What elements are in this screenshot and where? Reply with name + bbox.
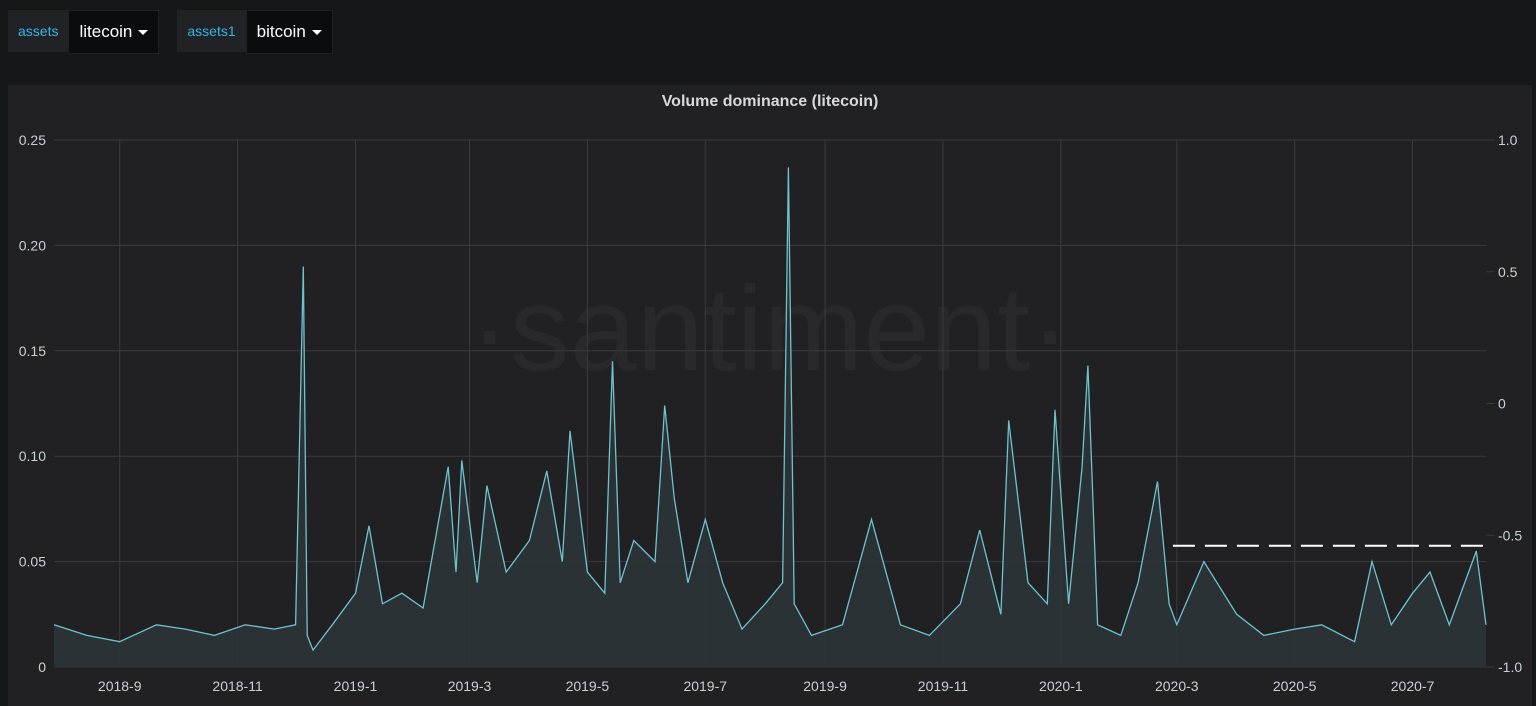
caret-down-icon	[311, 29, 322, 35]
y-tick-label: 0.25	[19, 132, 46, 148]
series-line	[53, 167, 1487, 652]
chart-svg: ·santiment· 0 0.05 0.10 0.15 0.20 0.25 -1.0 -0…	[19, 132, 1523, 694]
watermark-logo: ·santiment·	[470, 262, 1070, 396]
grid-lines	[54, 139, 1486, 668]
assets1-dropdown[interactable]: bitcoin	[245, 10, 333, 54]
y2-tick-label: 1.0	[1498, 132, 1518, 148]
assets-dropdown[interactable]: litecoin	[68, 10, 160, 54]
chart-panel: Volume dominance (litecoin) ·santiment· …	[8, 85, 1532, 706]
assets1-dropdown-value: bitcoin	[256, 22, 306, 41]
x-tick-label: 2018-11	[212, 678, 263, 694]
x-tick-label: 2020-1	[1039, 678, 1083, 694]
variable-label-assets1: assets1	[177, 10, 246, 52]
y-tick-label: 0	[38, 659, 46, 675]
y-tick-label: 0.05	[19, 554, 46, 570]
template-variables-bar: assets litecoin assets1 bitcoin	[8, 10, 333, 54]
x-tick-label: 2019-1	[334, 678, 378, 694]
x-tick-label: 2020-7	[1391, 678, 1435, 694]
x-tick-label: 2020-5	[1273, 678, 1317, 694]
y2-tick-label: -0.5	[1498, 527, 1522, 543]
y2-tick-label: -1.0	[1498, 659, 1522, 675]
x-tick-label: 2019-5	[566, 678, 610, 694]
x-tick-label: 2018-9	[98, 678, 142, 694]
series-area	[54, 167, 1486, 667]
variable-assets: assets litecoin	[8, 10, 160, 54]
x-tick-label: 2020-3	[1155, 678, 1199, 694]
x-tick-label: 2019-9	[803, 678, 847, 694]
x-tick-label: 2019-3	[448, 678, 492, 694]
y2-tick-label: 0.5	[1498, 264, 1518, 280]
x-axis: 2018-9 2018-11 2019-1 2019-3 2019-5 2019-7 201…	[98, 678, 1435, 694]
x-tick-label: 2019-11	[918, 678, 969, 694]
y-axis-right: -1.0 -0.5 0 0.5 1.0	[1486, 132, 1522, 675]
y-axis-left: 0 0.05 0.10 0.15 0.20 0.25	[19, 132, 46, 675]
x-tick-label: 2019-7	[683, 678, 727, 694]
y-tick-label: 0.15	[19, 343, 46, 359]
y-tick-label: 0.10	[19, 448, 46, 464]
assets-dropdown-value: litecoin	[79, 22, 133, 41]
variable-assets1: assets1 bitcoin	[177, 10, 333, 54]
caret-down-icon	[138, 29, 149, 35]
panel-title[interactable]: Volume dominance (litecoin)	[661, 93, 879, 110]
y2-tick-label: 0	[1498, 396, 1506, 412]
variable-label-assets: assets	[8, 10, 69, 52]
y-tick-label: 0.20	[19, 237, 46, 253]
